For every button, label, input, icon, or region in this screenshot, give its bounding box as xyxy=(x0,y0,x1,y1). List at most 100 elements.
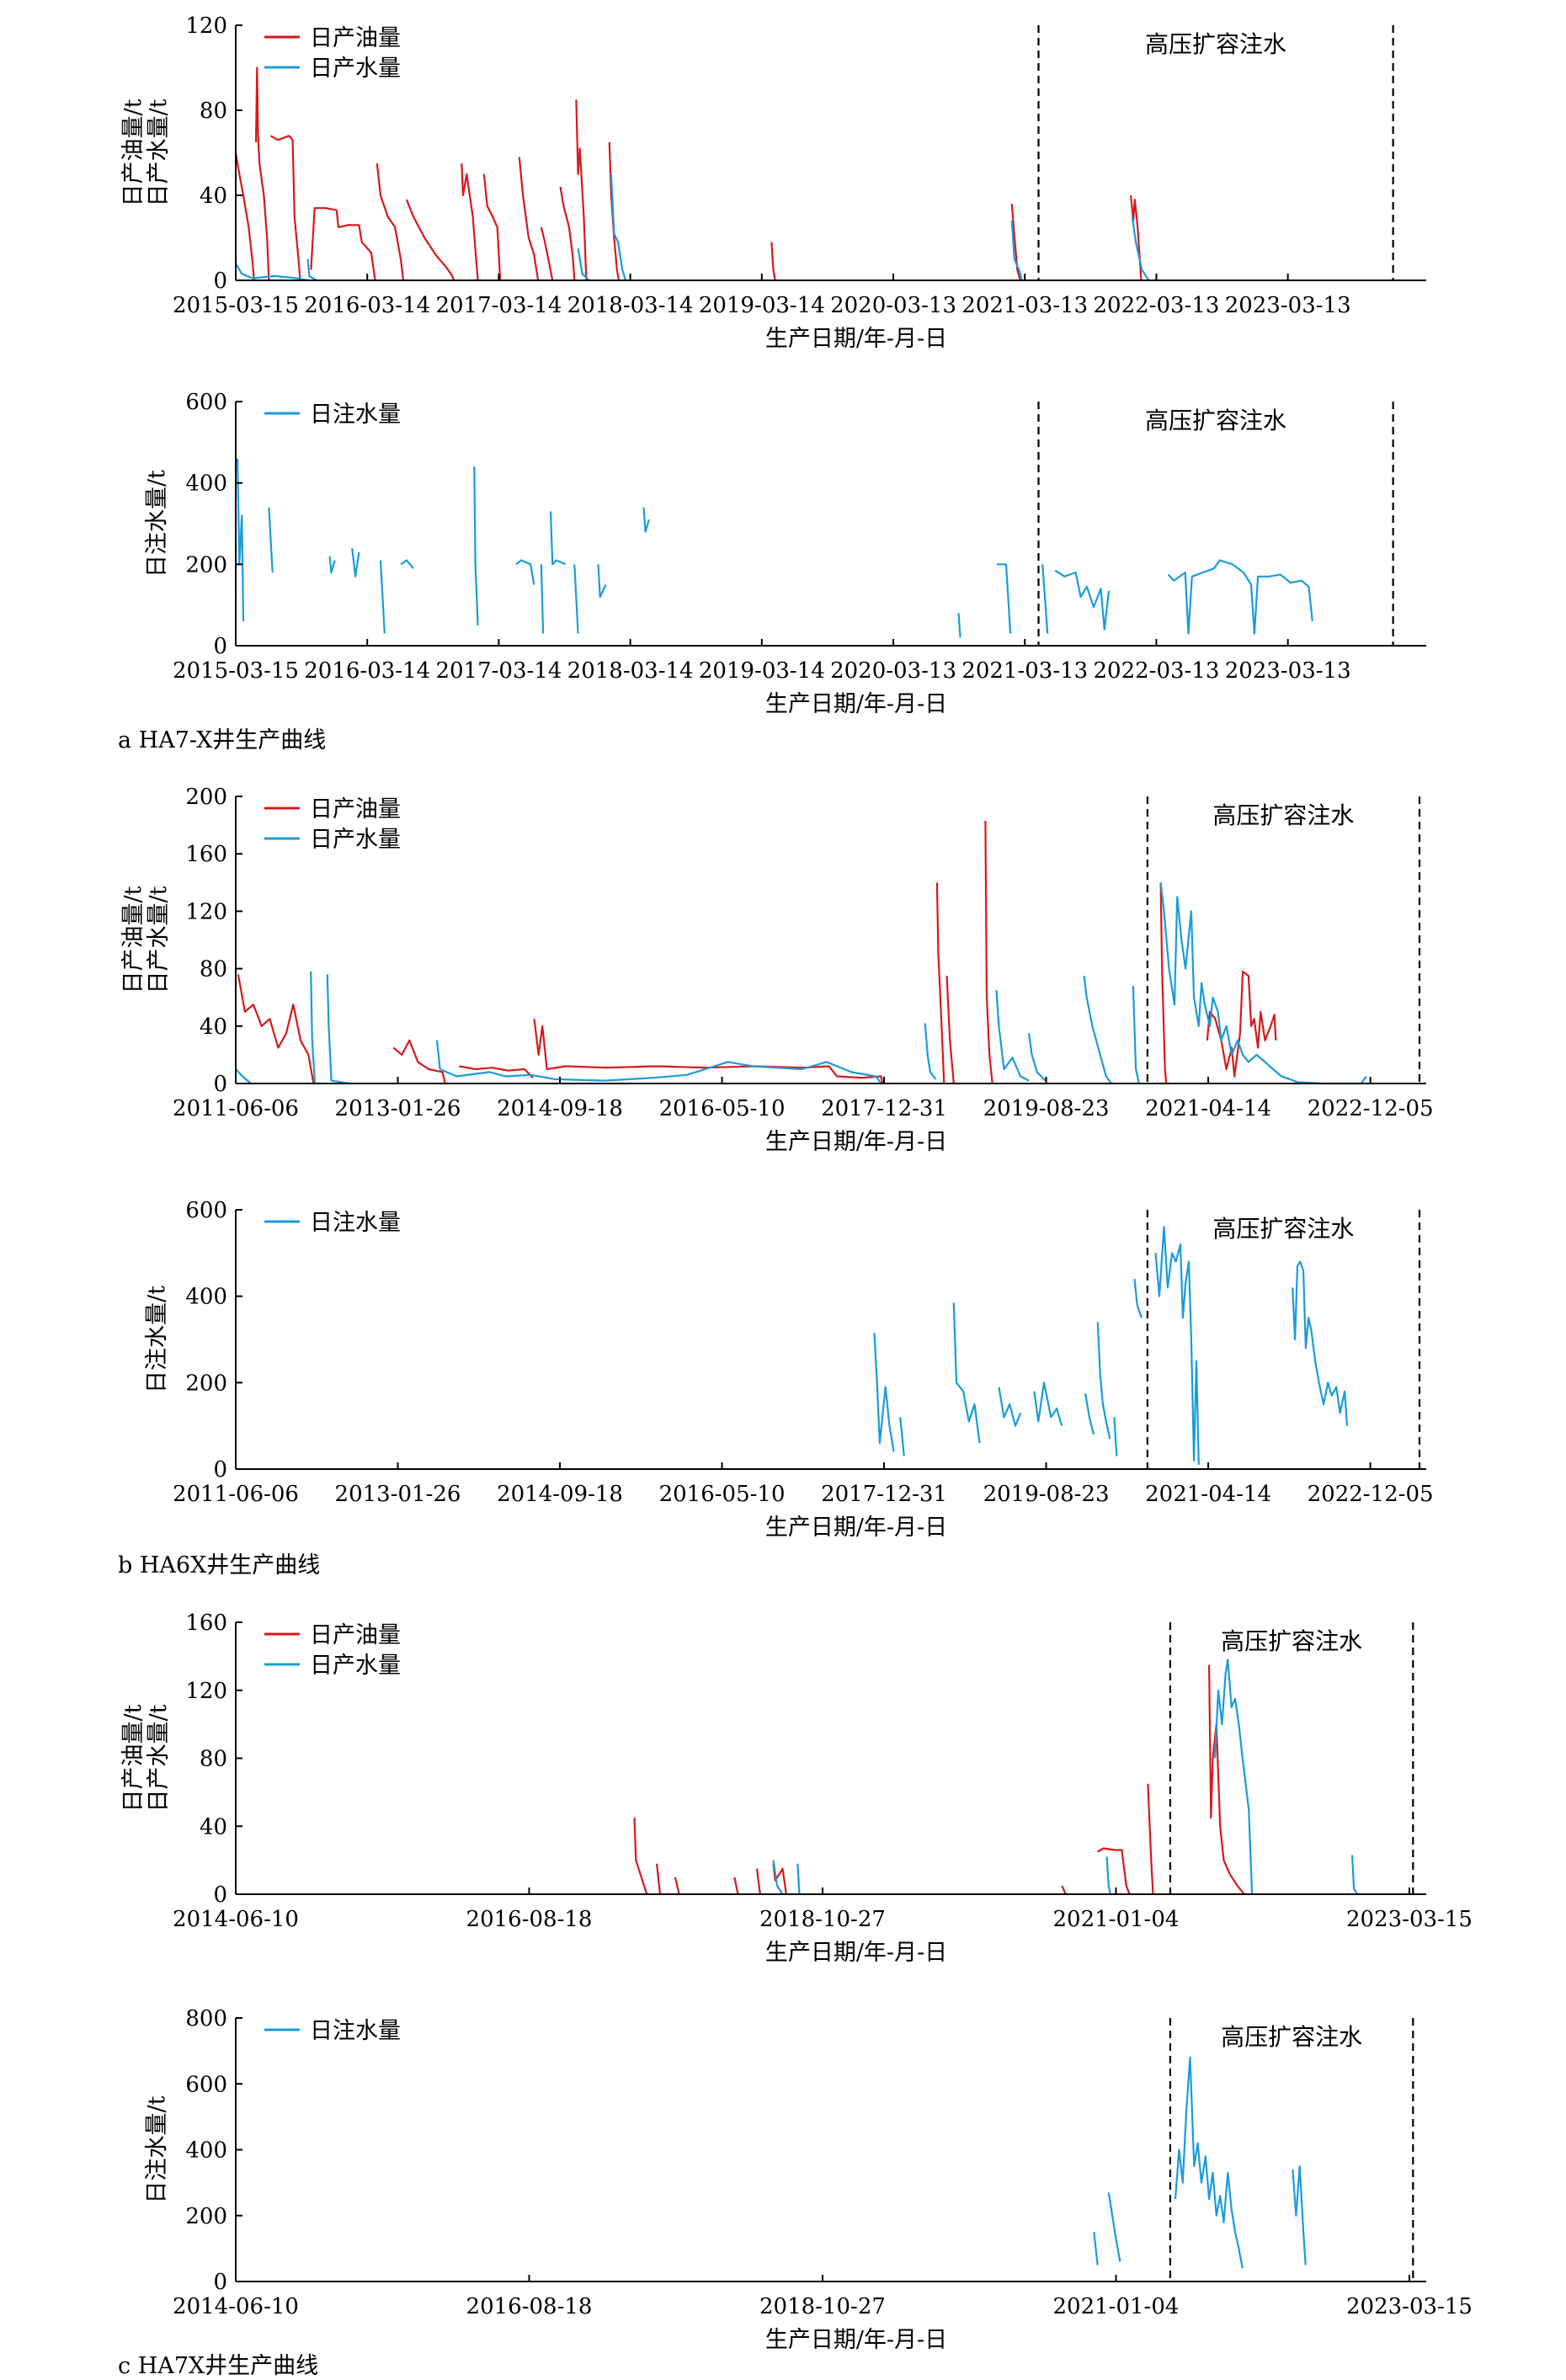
series-line-b-prod-1-3 xyxy=(435,1040,882,1084)
series-line-c-prod-0-3 xyxy=(733,1877,739,1895)
series-line-b-prod-0-8 xyxy=(1206,970,1277,1078)
annotation-label: 高压扩容注水 xyxy=(1145,407,1286,434)
series-line-a-inj-0-14 xyxy=(996,563,1012,634)
x-tick-label-5: 2019-08-23 xyxy=(983,1096,1110,1121)
series-line-a-inj-0-12 xyxy=(642,507,650,533)
series-line-a-prod-0-0 xyxy=(234,152,255,281)
x-tick-label-1: 2013-01-26 xyxy=(335,1096,461,1121)
series-line-a-prod-0-13 xyxy=(770,242,776,281)
y-tick-label-5: 200 xyxy=(185,785,227,810)
series-line-b-prod-1-7 xyxy=(1083,975,1112,1084)
series-line-b-inj-0-4 xyxy=(1033,1382,1063,1427)
series-line-a-inj-0-9 xyxy=(549,511,567,566)
series-line-b-inj-0-2 xyxy=(952,1302,981,1444)
x-tick-label-6: 2021-04-14 xyxy=(1145,1482,1271,1507)
x-tick-label-7: 2022-03-13 xyxy=(1094,658,1220,684)
x-tick-label-3: 2018-03-14 xyxy=(567,293,694,318)
series-line-c-inj-0-1 xyxy=(1107,2192,1121,2262)
series-line-b-inj-0-5 xyxy=(1084,1393,1095,1435)
y-tick-label-4: 160 xyxy=(185,842,227,867)
x-tick-label-3: 2016-05-10 xyxy=(659,1096,786,1121)
x-tick-label-2: 2014-09-18 xyxy=(497,1096,623,1121)
chart-a-inj: 0 200 400 600 2015-03-15 2016-03-14 2017-03-14… xyxy=(144,390,1426,717)
y-tick-label-1: 200 xyxy=(185,2204,227,2229)
x-tick-label-0: 2015-03-15 xyxy=(173,293,299,318)
x-tick-label-0: 2014-06-10 xyxy=(173,1907,299,1932)
y-axis-label-0: 日产油量/t xyxy=(120,1704,146,1812)
annotation-label: 高压扩容注水 xyxy=(1145,30,1286,58)
y-axis-label-0: 日注水量/t xyxy=(144,470,170,578)
series-line-c-prod-0-7 xyxy=(1097,1847,1131,1895)
x-tick-label-7: 2022-12-05 xyxy=(1308,1482,1434,1507)
series-line-c-inj-0-0 xyxy=(1093,2232,1099,2266)
legend-label-1: 日产水量 xyxy=(310,56,401,82)
chart-c-inj: 0 200 400 600 800 2014-06-10 2016-08-18 2018-10… xyxy=(144,2006,1473,2353)
x-tick-label-4: 2019-03-14 xyxy=(699,658,825,684)
series-line-c-prod-0-1 xyxy=(656,1863,662,1895)
series-line-a-inj-0-7 xyxy=(515,559,535,585)
series-line-c-prod-0-9 xyxy=(1208,1664,1245,1895)
x-tick-label-6: 2021-04-14 xyxy=(1145,1096,1271,1121)
y-axis-label-0: 日产油量/t xyxy=(120,99,146,206)
x-tick-label-4: 2023-03-15 xyxy=(1346,2294,1473,2319)
series-line-a-prod-1-0 xyxy=(235,263,308,282)
y-tick-label-2: 400 xyxy=(185,471,227,497)
series-line-b-inj-0-0 xyxy=(873,1333,895,1452)
series-line-c-inj-0-3 xyxy=(1292,2165,1307,2266)
series-line-c-prod-1-2 xyxy=(1105,1856,1111,1895)
chart-b-inj: 0 200 400 600 2011-06-06 2013-01-26 2014-09-18… xyxy=(144,1198,1434,1541)
caption-b: b HA6X井生产曲线 xyxy=(118,1552,321,1579)
series-line-b-inj-0-3 xyxy=(998,1387,1022,1427)
series-line-b-prod-1-0 xyxy=(235,1068,252,1084)
series-c-prod-0 xyxy=(633,1664,1245,1895)
series-line-a-inj-0-11 xyxy=(597,564,607,599)
series-line-a-inj-0-10 xyxy=(573,564,579,634)
series-line-a-prod-0-9 xyxy=(540,226,554,281)
annotation-label: 高压扩容注水 xyxy=(1212,801,1354,829)
y-tick-label-1: 40 xyxy=(200,1014,227,1040)
x-tick-label-0: 2011-06-06 xyxy=(173,1096,299,1121)
series-line-a-prod-1-5 xyxy=(1131,216,1150,281)
series-line-b-prod-1-6 xyxy=(1027,1033,1047,1082)
y-tick-label-1: 40 xyxy=(200,1814,227,1840)
series-line-a-prod-0-5 xyxy=(405,199,455,281)
x-tick-label-2: 2017-03-14 xyxy=(435,658,562,684)
y-tick-label-1: 200 xyxy=(185,1371,227,1396)
series-line-a-inj-0-1 xyxy=(268,507,274,573)
series-b-prod-0 xyxy=(237,820,1277,1084)
series-line-a-prod-0-1 xyxy=(254,67,270,281)
series-line-a-prod-0-2 xyxy=(269,135,301,281)
x-tick-label-7: 2022-03-13 xyxy=(1094,293,1220,318)
x-tick-label-7: 2022-12-05 xyxy=(1308,1096,1434,1121)
series-line-b-prod-0-2 xyxy=(459,1065,534,1078)
y-tick-label-0: 0 xyxy=(213,2270,227,2295)
legend-label-0: 日产油量 xyxy=(310,25,401,51)
series-line-a-prod-0-11 xyxy=(575,99,588,281)
y-axis-label-1: 日产水量/t xyxy=(146,99,172,206)
x-tick-label-8: 2023-03-13 xyxy=(1225,658,1351,684)
y-tick-label-0: 0 xyxy=(213,269,227,294)
y-axis-label-1: 日产水量/t xyxy=(146,886,172,993)
series-line-b-prod-0-6 xyxy=(984,820,993,1084)
x-tick-label-0: 2011-06-06 xyxy=(173,1482,299,1507)
series-line-b-prod-1-5 xyxy=(995,990,1030,1082)
series-a-prod-1 xyxy=(235,173,1150,282)
series-line-b-inj-0-9 xyxy=(1154,1226,1200,1465)
series-line-b-prod-1-2 xyxy=(326,974,350,1085)
x-tick-label-5: 2020-03-13 xyxy=(830,293,956,318)
caption-c: c HA7X井生产曲线 xyxy=(118,2353,319,2379)
x-axis-label: 生产日期/年-月-日 xyxy=(765,1129,947,1155)
x-tick-label-5: 2019-08-23 xyxy=(983,1482,1110,1507)
series-line-b-inj-0-10 xyxy=(1292,1260,1349,1426)
legend-label-0: 日注水量 xyxy=(310,402,401,428)
chart-b-prod: 0 40 80 120 160 200 2011-06-06 2013-01-26 2014-0… xyxy=(120,785,1434,1155)
series-c-inj-0 xyxy=(1093,2056,1307,2269)
series-line-c-prod-1-0 xyxy=(772,1860,784,1895)
series-b-prod-1 xyxy=(235,882,1367,1085)
series-line-b-prod-0-5 xyxy=(945,976,955,1084)
series-line-b-prod-0-7 xyxy=(1159,882,1168,1084)
series-line-c-prod-0-8 xyxy=(1147,1783,1154,1895)
x-tick-label-3: 2021-01-04 xyxy=(1053,2294,1180,2319)
y-tick-label-2: 400 xyxy=(185,1285,227,1310)
y-tick-label-4: 800 xyxy=(185,2006,227,2031)
